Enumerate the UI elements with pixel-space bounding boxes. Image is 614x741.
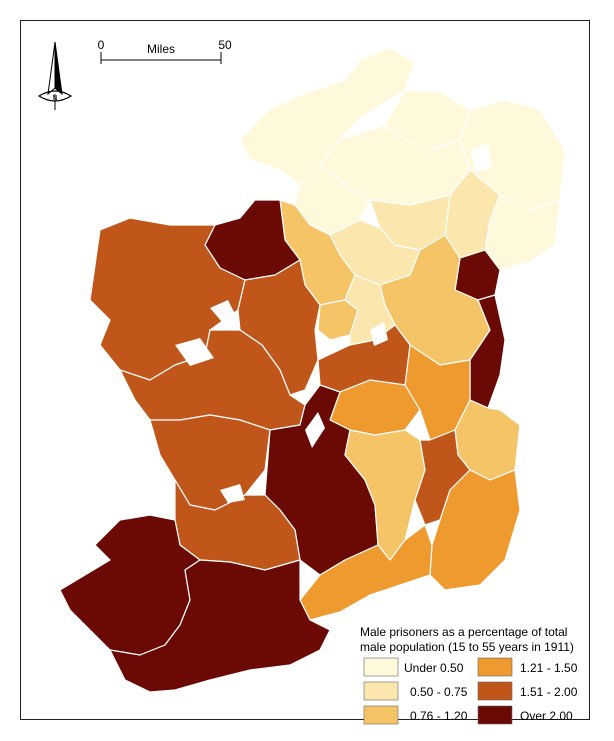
- legend-title-line1: Male prisoners as a percentage of total: [360, 625, 567, 639]
- scale-start: 0: [98, 38, 105, 52]
- legend-swatch-class-2: [363, 681, 399, 701]
- legend-swatch-class-1: [363, 657, 399, 677]
- county-down: [484, 194, 561, 271]
- legend-label-class-4: 1.21 - 1.50: [520, 661, 578, 675]
- county-cork: [109, 559, 331, 693]
- legend-label-class-6: Over 2.00: [520, 709, 573, 723]
- legend-title-line2: male population (15 to 55 years in 1911): [360, 640, 574, 654]
- north-label: N: [52, 95, 57, 102]
- legend-swatch-class-3: [363, 705, 399, 725]
- county-donegal: [239, 47, 416, 186]
- scale-end: 50: [218, 38, 232, 52]
- lake-layer: [175, 144, 492, 503]
- lough-derg: [305, 412, 325, 448]
- north-arrow-icon: N: [37, 41, 73, 110]
- lake-corrib: [175, 338, 214, 366]
- legend-label-class-2: 0.50 - 0.75: [410, 685, 468, 699]
- lake-conn: [210, 300, 236, 322]
- legend-swatch-class-4: [477, 657, 513, 677]
- lough-ennell: [370, 322, 388, 346]
- legend-label-class-5: 1.51 - 2.00: [520, 685, 578, 699]
- legend-swatch-class-5: [477, 681, 513, 701]
- legend-swatch-class-6: [477, 705, 513, 725]
- county-layer: [59, 47, 566, 693]
- lough-neagh: [470, 144, 492, 172]
- legend: Male prisoners as a percentage of total …: [360, 625, 578, 725]
- legend-label-class-3: 0.76 - 1.20: [410, 709, 468, 723]
- scale-unit: Miles: [147, 42, 175, 56]
- shannon-estuary: [220, 484, 245, 503]
- county-waterford: [299, 524, 433, 621]
- legend-label-class-1: Under 0.50: [404, 661, 464, 675]
- scale-bar: 0 Miles 50: [98, 38, 232, 64]
